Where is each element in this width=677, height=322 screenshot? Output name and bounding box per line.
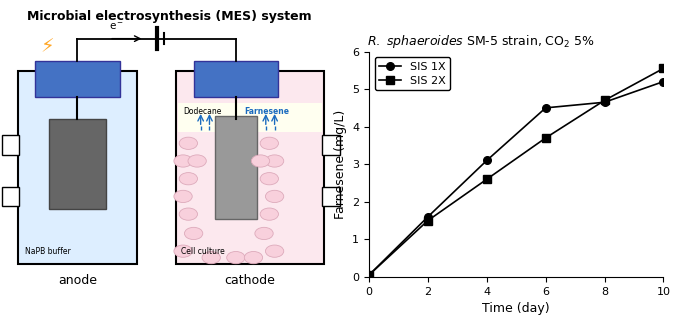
FancyBboxPatch shape: [215, 116, 257, 219]
Text: Microbial electrosynthesis (MES) system: Microbial electrosynthesis (MES) system: [26, 10, 311, 23]
SIS 1X: [542, 106, 550, 110]
Line: SIS 2X: SIS 2X: [365, 65, 668, 279]
Ellipse shape: [265, 190, 284, 203]
SIS 2X: [483, 177, 491, 181]
Ellipse shape: [174, 245, 192, 257]
Ellipse shape: [184, 227, 203, 240]
FancyBboxPatch shape: [35, 61, 120, 97]
SIS 1X: [424, 215, 432, 219]
Ellipse shape: [260, 137, 278, 149]
Text: Cell culture: Cell culture: [181, 247, 225, 256]
Text: cathode: cathode: [225, 274, 276, 287]
SIS 2X: [659, 67, 668, 71]
Ellipse shape: [174, 190, 192, 203]
Ellipse shape: [188, 155, 206, 167]
Text: NaPB buffer: NaPB buffer: [24, 247, 70, 256]
SIS 1X: [659, 80, 668, 83]
FancyBboxPatch shape: [194, 61, 278, 97]
Ellipse shape: [179, 137, 198, 149]
Ellipse shape: [244, 251, 263, 264]
Ellipse shape: [179, 208, 198, 220]
SIS 2X: [424, 219, 432, 223]
SIS 1X: [365, 273, 373, 277]
FancyBboxPatch shape: [178, 103, 322, 132]
Legend: SIS 1X, SIS 2X: SIS 1X, SIS 2X: [374, 57, 450, 90]
FancyBboxPatch shape: [176, 71, 324, 264]
Ellipse shape: [265, 245, 284, 257]
Ellipse shape: [260, 208, 278, 220]
Text: anode: anode: [58, 274, 97, 287]
FancyBboxPatch shape: [49, 119, 106, 209]
Ellipse shape: [179, 173, 198, 185]
FancyBboxPatch shape: [2, 187, 20, 206]
Text: Dodecane: Dodecane: [183, 107, 221, 116]
SIS 2X: [542, 136, 550, 140]
Ellipse shape: [255, 227, 274, 240]
Line: SIS 1X: SIS 1X: [365, 78, 668, 279]
Ellipse shape: [260, 173, 278, 185]
Text: $\it{R.\ sphaeroides}$ SM-5 strain, CO$_2$ 5%: $\it{R.\ sphaeroides}$ SM-5 strain, CO$_…: [368, 33, 595, 50]
Text: e$^-$: e$^-$: [108, 21, 124, 32]
Ellipse shape: [174, 155, 192, 167]
SIS 1X: [600, 100, 609, 104]
FancyBboxPatch shape: [2, 135, 20, 155]
SIS 2X: [600, 99, 609, 102]
SIS 1X: [483, 158, 491, 162]
FancyBboxPatch shape: [322, 187, 340, 206]
Ellipse shape: [202, 251, 221, 264]
Text: ⚡: ⚡: [41, 37, 54, 56]
Y-axis label: Farnesene (mg/L): Farnesene (mg/L): [334, 109, 347, 219]
Text: Farnesene: Farnesene: [244, 107, 290, 116]
Ellipse shape: [251, 155, 269, 167]
SIS 2X: [365, 273, 373, 277]
Ellipse shape: [265, 155, 284, 167]
FancyBboxPatch shape: [18, 71, 137, 264]
FancyBboxPatch shape: [322, 135, 340, 155]
X-axis label: Time (day): Time (day): [483, 302, 550, 315]
Ellipse shape: [227, 251, 245, 264]
